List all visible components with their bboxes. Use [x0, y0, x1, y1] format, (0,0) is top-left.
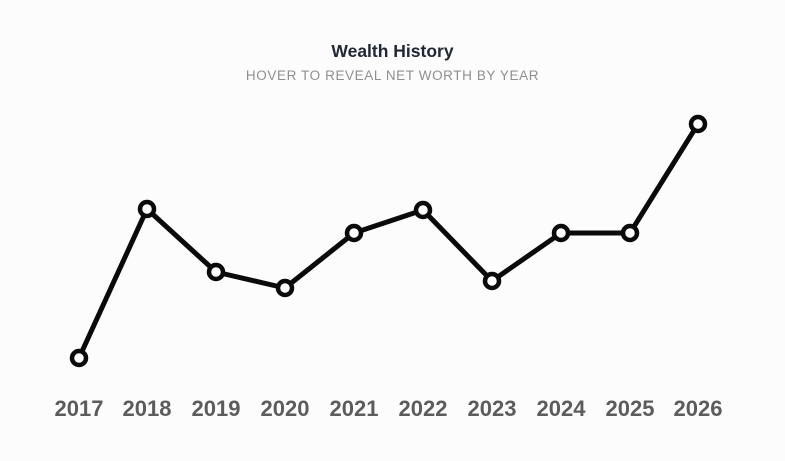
data-point-2024[interactable]: [551, 223, 571, 243]
data-point-2019[interactable]: [206, 262, 226, 282]
wealth-line-series: [76, 121, 701, 361]
data-point-2020[interactable]: [275, 278, 295, 298]
data-point-2022[interactable]: [413, 200, 433, 220]
data-point-2017[interactable]: [69, 348, 89, 368]
data-point-2018[interactable]: [137, 199, 157, 219]
data-point-2021[interactable]: [344, 223, 364, 243]
data-point-2023[interactable]: [482, 271, 502, 291]
data-point-2025[interactable]: [620, 223, 640, 243]
data-point-2026[interactable]: [688, 114, 708, 134]
